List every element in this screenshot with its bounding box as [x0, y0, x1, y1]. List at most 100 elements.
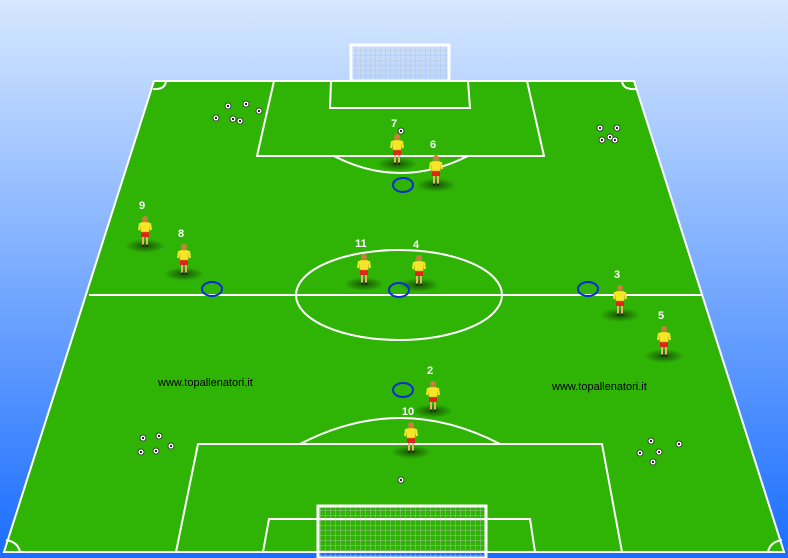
player-shadow	[164, 267, 204, 281]
player: 4	[412, 239, 426, 286]
player-shirt	[392, 139, 402, 151]
player-shorts	[429, 396, 437, 402]
corner-arc-bottom-left	[5, 539, 21, 553]
ball	[596, 124, 604, 132]
ball	[137, 448, 145, 456]
player-arm	[440, 161, 443, 170]
player: 10	[402, 406, 418, 453]
player-shadow	[644, 349, 684, 363]
player: 11	[355, 238, 371, 285]
ball	[397, 476, 405, 484]
ball	[647, 437, 655, 445]
player-head	[394, 134, 400, 140]
player-head	[361, 254, 367, 260]
corner-arc-top-left	[152, 80, 167, 91]
ball	[598, 136, 606, 144]
player-shirt	[431, 160, 441, 172]
ball	[212, 114, 220, 122]
ball-cluster	[212, 100, 263, 125]
ball	[611, 136, 619, 144]
player-arm	[429, 161, 432, 170]
ball	[229, 115, 237, 123]
player-arm	[401, 140, 404, 149]
player-arm	[177, 250, 180, 259]
pitch-surface	[4, 81, 784, 552]
player-arm	[624, 291, 627, 300]
player-head	[142, 216, 148, 222]
player-arm	[613, 291, 616, 300]
ball	[397, 127, 405, 135]
player-shorts	[393, 149, 401, 155]
player-number: 3	[614, 269, 620, 281]
marker-rings	[201, 177, 599, 398]
player-shorts	[141, 231, 149, 237]
player-arm	[668, 332, 671, 341]
player-head	[408, 422, 414, 428]
player: 5	[657, 310, 671, 357]
ball-cluster	[596, 124, 621, 144]
player-shadow	[413, 404, 453, 418]
top-goal	[349, 43, 451, 83]
ball	[155, 432, 163, 440]
player-shorts	[660, 341, 668, 347]
ball	[655, 448, 663, 456]
player-arm	[437, 387, 440, 396]
top-penalty-box	[255, 80, 546, 157]
watermark-left: www.topallenatori.it	[157, 377, 253, 389]
top-goal-box	[328, 80, 472, 109]
player-shadow	[391, 445, 431, 459]
player-number: 5	[658, 310, 664, 322]
player-head	[430, 381, 436, 387]
player-shirt	[414, 260, 424, 272]
watermark-right: www.topallenatori.it	[551, 381, 647, 393]
ball	[606, 133, 614, 141]
ball	[636, 449, 644, 457]
ball	[236, 117, 244, 125]
bottom-goal	[316, 504, 488, 558]
marker-ring	[392, 177, 414, 193]
player-shorts	[180, 259, 188, 265]
player-arm	[368, 260, 371, 269]
player-arm	[390, 140, 393, 149]
ball	[649, 458, 657, 466]
player-shirt	[406, 427, 416, 439]
player-shorts	[432, 170, 440, 176]
ball-cluster	[137, 432, 175, 456]
player-arm	[138, 222, 141, 231]
player-number: 10	[402, 406, 414, 418]
player-shirt	[140, 221, 150, 233]
ball	[255, 107, 263, 115]
bottom-penalty-arc	[299, 417, 501, 445]
player: 2	[426, 365, 440, 412]
player-number: 9	[139, 200, 145, 212]
player-arm	[415, 428, 418, 437]
ball	[152, 447, 160, 455]
player-head	[617, 285, 623, 291]
player-shorts	[360, 269, 368, 275]
player-head	[416, 255, 422, 261]
ball	[167, 442, 175, 450]
bottom-penalty-box	[175, 443, 623, 553]
player-shirt	[659, 331, 669, 343]
player-arm	[423, 261, 426, 270]
player-shirt	[615, 290, 625, 302]
player-number: 8	[178, 228, 184, 240]
player-shadow	[344, 277, 384, 291]
player-head	[661, 326, 667, 332]
player: 7	[390, 118, 404, 165]
ball	[242, 100, 250, 108]
player-shorts	[415, 270, 423, 276]
marker-ring	[392, 382, 414, 398]
player-arm	[188, 250, 191, 259]
touchline-boundary	[2, 80, 786, 553]
player-arm	[412, 261, 415, 270]
player: 6	[429, 139, 443, 186]
player-shadow	[416, 178, 456, 192]
corner-arc-top-right	[621, 80, 637, 91]
player-number: 11	[355, 238, 367, 250]
ball	[613, 124, 621, 132]
player-number: 2	[427, 365, 433, 377]
player: 3	[613, 269, 627, 316]
player-shirt	[179, 249, 189, 261]
